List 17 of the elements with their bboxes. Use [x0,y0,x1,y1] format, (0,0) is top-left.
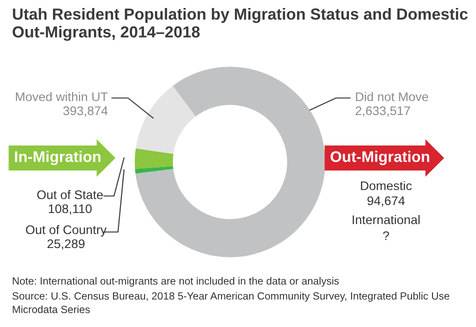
data-label: 25,289 [48,239,85,250]
data-label: 108,110 [48,204,92,215]
text: Out-Migration [330,150,430,166]
text: In-Migration [15,150,100,166]
slice-label: Moved within UT [16,92,108,102]
text: Note: International out-migrants are not included in the data or analysis [12,277,339,287]
slice-label: Did not Move [356,92,428,102]
chart-title: Utah Resident Population by Migration Status and Domestic Out-Migrants, 2014–2018 [12,8,468,41]
text: ? [383,231,390,240]
text: International [352,215,420,224]
slice-label: Out of State [37,190,103,200]
slice-label: Out of Country [26,225,107,237]
source-note: Source: U.S. Census Bureau, 2018 5-Year American Community Survey, Integrated Public Use Microdata Series [12,292,450,314]
text: 94,674 [367,196,405,207]
data-label: 393,874 [63,106,108,117]
text: Domestic [360,181,412,190]
data-label: 2,633,517 [356,106,410,117]
